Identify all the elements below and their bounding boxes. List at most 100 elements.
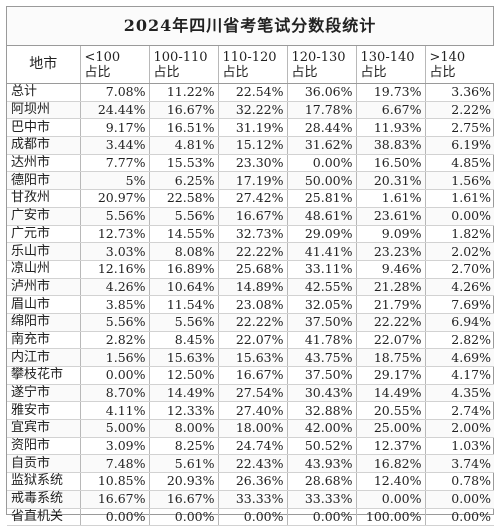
- ratio-cell: 48.61%: [287, 207, 357, 226]
- ratio-cell: 5.00%: [80, 419, 150, 438]
- ratio-cell: 11.54%: [149, 295, 219, 314]
- ratio-cell: 32.05%: [287, 295, 357, 314]
- ratio-cell: 7.77%: [80, 154, 150, 173]
- ratio-cell: 11.93%: [356, 118, 426, 138]
- ratio-cell: 4.26%: [80, 278, 150, 297]
- ratio-cell: 28.68%: [287, 472, 357, 491]
- table-row: 资阳市 3.09% 8.25% 24.74% 50.52% 12.37% 1.03%: [7, 437, 494, 456]
- ratio-cell: 17.78%: [287, 101, 357, 120]
- column-header-ratio: 占比: [291, 64, 318, 80]
- region-name-cell: 绵阳市: [7, 313, 81, 332]
- ratio-cell: 41.78%: [287, 331, 357, 350]
- ratio-cell: 3.36%: [425, 83, 494, 102]
- ratio-cell: 42.00%: [287, 419, 357, 438]
- ratio-cell: 0.00%: [425, 207, 494, 226]
- column-header-range: 120-130: [291, 49, 346, 65]
- table-body: 总计 7.08% 11.22% 22.54% 36.06% 19.73% 3.36% 阿坝州 2…: [7, 83, 494, 526]
- ratio-cell: 8.25%: [149, 437, 219, 456]
- ratio-cell: 10.85%: [80, 472, 150, 491]
- column-header-range: 110-120: [222, 49, 277, 65]
- table-title: 2024年四川省考笔试分数段统计: [7, 7, 493, 46]
- ratio-cell: 7.08%: [80, 83, 150, 102]
- ratio-cell: 22.22%: [218, 313, 288, 332]
- region-name-cell: 巴中市: [7, 118, 81, 138]
- table-row: 总计 7.08% 11.22% 22.54% 36.06% 19.73% 3.36%: [7, 83, 494, 102]
- ratio-cell: 15.53%: [149, 154, 219, 173]
- ratio-cell: 5.56%: [80, 313, 150, 332]
- region-name-cell: 资阳市: [7, 437, 81, 456]
- region-name-cell: 内江市: [7, 348, 81, 367]
- ratio-cell: 22.07%: [356, 331, 426, 350]
- ratio-cell: 33.11%: [287, 260, 357, 279]
- ratio-cell: 6.94%: [425, 313, 494, 332]
- region-name-cell: 甘孜州: [7, 189, 81, 208]
- region-name-cell: 省直机关: [7, 508, 81, 526]
- ratio-cell: 2.02%: [425, 242, 494, 261]
- ratio-cell: 30.43%: [287, 384, 357, 403]
- ratio-cell: 3.09%: [80, 437, 150, 456]
- ratio-cell: 15.63%: [218, 348, 288, 367]
- table-row: 自贡市 7.48% 5.61% 22.43% 43.93% 16.82% 3.74%: [7, 454, 494, 474]
- ratio-cell: 32.73%: [218, 225, 288, 244]
- ratio-cell: 18.75%: [356, 348, 426, 367]
- region-name-cell: 泸州市: [7, 278, 81, 297]
- region-name-cell: 自贡市: [7, 454, 81, 474]
- ratio-cell: 2.22%: [425, 101, 494, 120]
- region-name-cell: 乐山市: [7, 242, 81, 261]
- ratio-cell: 32.88%: [287, 401, 357, 421]
- region-name-cell: 广元市: [7, 225, 81, 244]
- region-name-cell: 总计: [7, 83, 81, 102]
- ratio-cell: 8.70%: [80, 384, 150, 403]
- table-row: 成都市 3.44% 4.81% 15.12% 31.62% 38.83% 6.19%: [7, 136, 494, 155]
- table-row: 巴中市 9.17% 16.51% 31.19% 28.44% 11.93% 2.75%: [7, 118, 494, 138]
- ratio-cell: 22.22%: [218, 242, 288, 261]
- ratio-cell: 3.03%: [80, 242, 150, 261]
- ratio-cell: 3.44%: [80, 136, 150, 155]
- ratio-cell: 9.46%: [356, 260, 426, 279]
- column-header-range: 100-110: [153, 49, 208, 65]
- ratio-cell: 25.68%: [218, 260, 288, 279]
- ratio-cell: 15.63%: [149, 348, 219, 367]
- ratio-cell: 0.00%: [218, 508, 288, 526]
- region-name-cell: 广安市: [7, 207, 81, 226]
- score-distribution-table: 地市 <100 占比 100-110 占比 110-120 占比 120-130…: [7, 46, 494, 526]
- column-header-label: 地市: [29, 56, 58, 72]
- ratio-cell: 23.23%: [356, 242, 426, 261]
- ratio-cell: 12.37%: [356, 437, 426, 456]
- ratio-cell: 26.36%: [218, 472, 288, 491]
- ratio-cell: 12.33%: [149, 401, 219, 421]
- ratio-cell: 20.93%: [149, 472, 219, 491]
- ratio-cell: 14.49%: [356, 384, 426, 403]
- ratio-cell: 0.00%: [425, 508, 494, 526]
- ratio-cell: 16.50%: [356, 154, 426, 173]
- ratio-cell: 20.97%: [80, 189, 150, 208]
- ratio-cell: 8.08%: [149, 242, 219, 261]
- table-row: 德阳市 5% 6.25% 17.19% 50.00% 20.31% 1.56%: [7, 171, 494, 191]
- table-row: 宜宾市 5.00% 8.00% 18.00% 42.00% 25.00% 2.00%: [7, 419, 494, 438]
- ratio-cell: 22.58%: [149, 189, 219, 208]
- ratio-cell: 7.69%: [425, 295, 494, 314]
- column-header-region: 地市: [7, 46, 81, 84]
- table-row: 戒毒系统 16.67% 16.67% 33.33% 33.33% 0.00% 0.00%: [7, 490, 494, 509]
- ratio-cell: 0.00%: [80, 508, 150, 526]
- region-name-cell: 成都市: [7, 136, 81, 155]
- ratio-cell: 5.56%: [149, 313, 219, 332]
- ratio-cell: 38.83%: [356, 136, 426, 155]
- region-name-cell: 阿坝州: [7, 101, 81, 120]
- region-name-cell: 雅安市: [7, 401, 81, 421]
- ratio-cell: 37.50%: [287, 366, 357, 385]
- region-name-cell: 凉山州: [7, 260, 81, 279]
- ratio-cell: 5.56%: [149, 207, 219, 226]
- ratio-cell: 31.62%: [287, 136, 357, 155]
- ratio-cell: 41.41%: [287, 242, 357, 261]
- ratio-cell: 3.74%: [425, 454, 494, 474]
- region-name-cell: 监狱系统: [7, 472, 81, 491]
- score-table-sheet: 2024年四川省考笔试分数段统计 地市 <100 占比 100-110 占比 1…: [6, 6, 494, 526]
- ratio-cell: 10.64%: [149, 278, 219, 297]
- ratio-cell: 29.09%: [287, 225, 357, 244]
- ratio-cell: 0.00%: [149, 508, 219, 526]
- region-name-cell: 戒毒系统: [7, 490, 81, 509]
- column-header-ratio: 占比: [429, 64, 456, 80]
- ratio-cell: 14.55%: [149, 225, 219, 244]
- ratio-cell: 43.75%: [287, 348, 357, 367]
